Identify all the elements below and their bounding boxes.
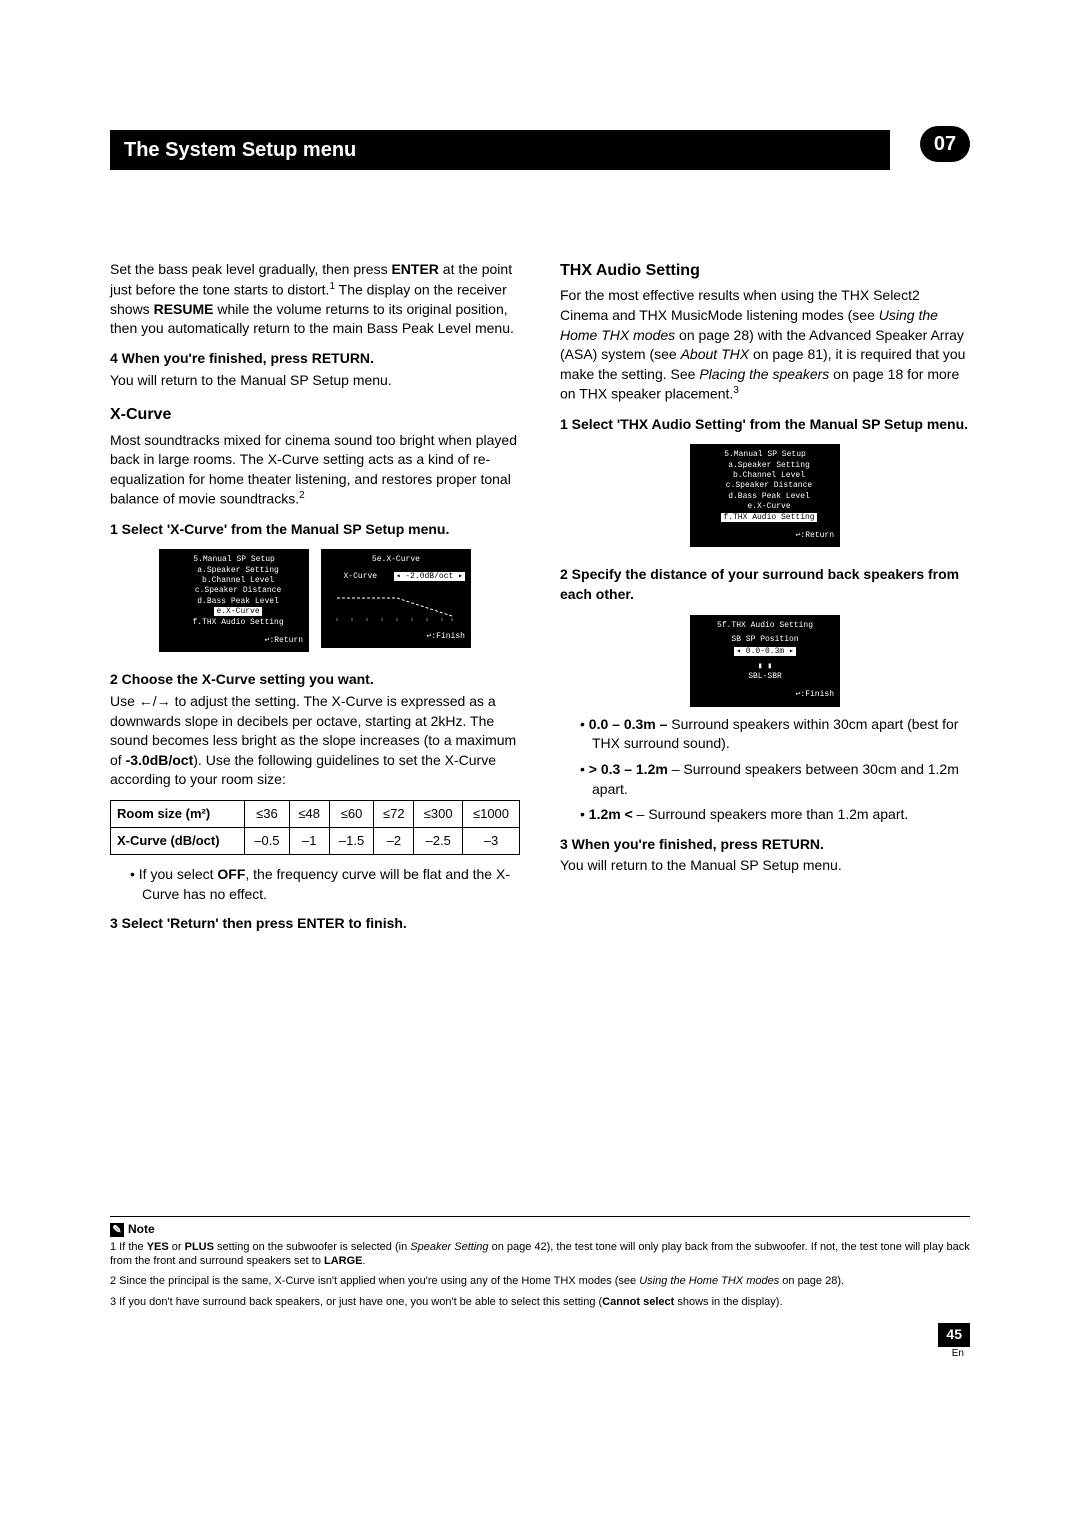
thx-bullet-3: 1.2m < – Surround speakers more than 1.2… [580,805,970,825]
xcurve-graph-icon [327,588,465,624]
lcd-manual-sp-setup: 5.Manual SP Setup a.Speaker Setting b.Ch… [159,549,309,652]
lcd-thx-menu: 5.Manual SP Setup a.Speaker Setting b.Ch… [690,444,840,547]
step-4-body: You will return to the Manual SP Setup m… [110,371,520,391]
xcurve-table: Room size (m²) ≤36 ≤48 ≤60 ≤72 ≤300 ≤100… [110,800,520,855]
footnote-ref-2: 2 [299,490,305,501]
table-header-xcurve: X-Curve (dB/oct) [111,828,245,855]
footnote-ref-3: 3 [733,385,739,396]
xcurve-body: Most soundtracks mixed for cinema sound … [110,431,520,510]
thx-bullet-1: 0.0 – 0.3m – Surround speakers within 30… [580,715,970,754]
thx-step3-body: You will return to the Manual SP Setup m… [560,856,970,876]
left-column: Set the bass peak level gradually, then … [110,260,520,936]
xcurve-off-bullet: If you select OFF, the frequency curve w… [130,865,520,904]
xcurve-step3: 3 Select 'Return' then press ENTER to fi… [110,914,520,934]
lcd-thx-menu-wrap: 5.Manual SP Setup a.Speaker Setting b.Ch… [560,436,970,555]
footnote-2: 2 Since the principal is the same, X-Cur… [110,1274,970,1288]
bass-peak-paragraph: Set the bass peak level gradually, then … [110,260,520,339]
xcurve-step2-body: Use ←/→ to adjust the setting. The X-Cur… [110,692,520,790]
chapter-number: 07 [920,126,970,162]
chapter-title: The System Setup menu [110,130,890,170]
thx-step1: 1 Select 'THX Audio Setting' from the Ma… [560,415,970,435]
thx-step2: 2 Specify the distance of your surround … [560,565,970,604]
right-column: THX Audio Setting For the most effective… [560,260,970,936]
chapter-header: The System Setup menu 07 [110,130,970,170]
thx-body: For the most effective results when usin… [560,286,970,404]
lcd-thx-sb: 5f.THX Audio Setting SB SP Position ◂ 0.… [690,615,840,707]
lcd-thx-sb-wrap: 5f.THX Audio Setting SB SP Position ◂ 0.… [560,607,970,715]
note-icon: ✎ [110,1223,124,1237]
footnote-3: 3 If you don't have surround back speake… [110,1295,970,1309]
thx-bullet-2: > 0.3 – 1.2m – Surround speakers between… [580,760,970,799]
lcd-screens-xcurve: 5.Manual SP Setup a.Speaker Setting b.Ch… [110,541,520,660]
step-4-heading: 4 When you're finished, press RETURN. [110,349,520,369]
footnote-1: 1 If the YES or PLUS setting on the subw… [110,1240,970,1269]
xcurve-step1: 1 Select 'X-Curve' from the Manual SP Se… [110,520,520,540]
thx-step3: 3 When you're finished, press RETURN. [560,835,970,855]
page-number: 45 En [110,1323,970,1361]
xcurve-title: X-Curve [110,404,520,426]
table-header-roomsize: Room size (m²) [111,800,245,827]
note-header: ✎Note [110,1221,970,1238]
lcd-xcurve: 5e.X-Curve X-Curve ◂ -2.0dB/oct ▸ ↩:Fini… [321,549,471,648]
footnotes-section: ✎Note 1 If the YES or PLUS setting on th… [110,1216,970,1309]
thx-title: THX Audio Setting [560,260,970,282]
xcurve-step2: 2 Choose the X-Curve setting you want. [110,670,520,690]
speaker-icons: ▮ ▮ [696,662,834,672]
